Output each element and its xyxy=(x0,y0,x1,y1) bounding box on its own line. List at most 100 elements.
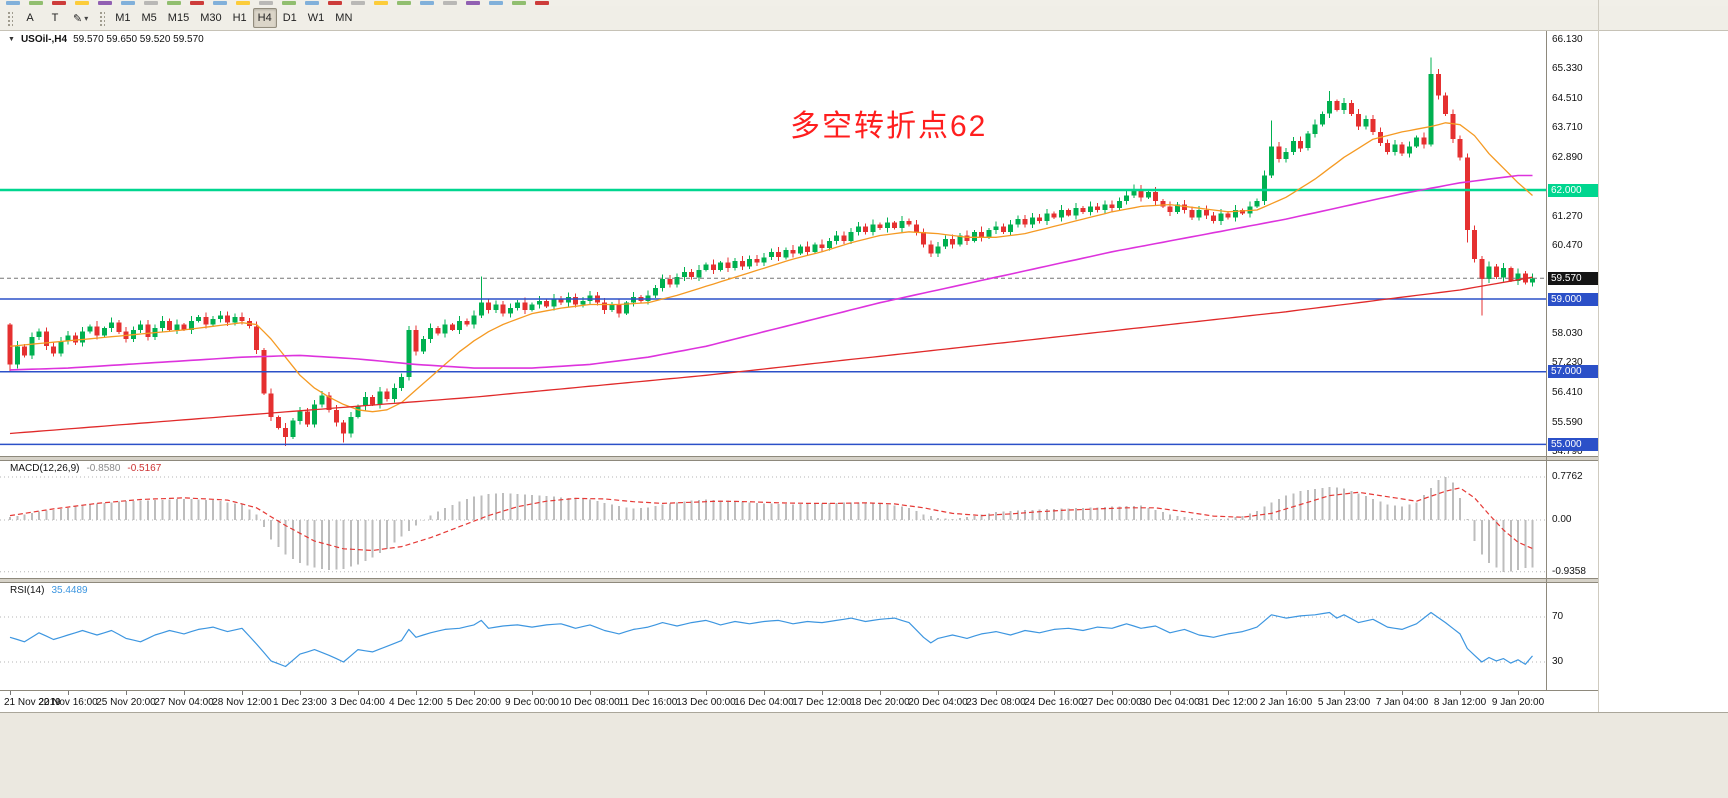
time-tick xyxy=(474,691,475,695)
price-scale-label: 65.330 xyxy=(1552,63,1583,74)
time-tick xyxy=(938,691,939,695)
window-right-border xyxy=(1598,0,1599,712)
time-tick xyxy=(590,691,591,695)
clipped-icon xyxy=(328,1,342,5)
time-scale[interactable]: 21 Nov 2019 22 Nov 16:00 25 Nov 20:00 27 No… xyxy=(0,690,1598,713)
time-scale-label: 21 Nov 2019 xyxy=(4,697,61,708)
time-tick xyxy=(300,691,301,695)
drawing-tool-button[interactable]: ✎ ▾ xyxy=(68,8,93,28)
macd-main-value: -0.8580 xyxy=(86,463,121,474)
panel-separator[interactable] xyxy=(0,456,1598,461)
price-scale-label: 54.790 xyxy=(1552,446,1583,457)
time-scale-label: 18 Dec 20:00 xyxy=(850,697,910,708)
toolbar-drag-handle[interactable] xyxy=(98,10,106,26)
clipped-icon xyxy=(305,1,319,5)
timeframe-button-d1[interactable]: D1 xyxy=(282,12,297,24)
clipped-icon xyxy=(512,1,526,5)
main-chart-panel[interactable]: ▼ USOil-,H4 59.570 59.650 59.520 59.570 … xyxy=(0,31,1546,456)
price-scale[interactable]: 66.130 65.330 64.510 63.710 62.890 61.270 60.4… xyxy=(1546,31,1607,690)
text-tool-button[interactable]: T xyxy=(43,8,67,28)
rsi-scale-label: 70 xyxy=(1552,611,1564,622)
time-tick xyxy=(822,691,823,695)
chart-expand-icon[interactable]: ▼ xyxy=(8,36,15,43)
price-scale-label: 66.130 xyxy=(1552,34,1583,45)
time-scale-label: 4 Dec 12:00 xyxy=(389,697,443,708)
price-level-badge: 57.000 xyxy=(1548,365,1599,378)
time-scale-label: 3 Dec 04:00 xyxy=(331,697,385,708)
time-tick xyxy=(126,691,127,695)
clipped-icon xyxy=(466,1,480,5)
time-tick xyxy=(68,691,69,695)
price-scale-label: 62.890 xyxy=(1552,152,1583,163)
price-level-badge: 55.000 xyxy=(1548,438,1599,451)
clipped-icon xyxy=(489,1,503,5)
timeframe-button-m30[interactable]: M30 xyxy=(200,12,222,24)
time-scale-label: 31 Dec 12:00 xyxy=(1198,697,1258,708)
cursor-tool-button[interactable]: A xyxy=(18,8,42,28)
price-level-badge: 62.000 xyxy=(1548,184,1599,197)
timeframe-button-w1[interactable]: W1 xyxy=(307,12,325,24)
time-tick xyxy=(1112,691,1113,695)
time-scale-label: 23 Dec 08:00 xyxy=(966,697,1026,708)
macd-signal-value: -0.5167 xyxy=(127,463,162,474)
macd-scale-label: 0.7762 xyxy=(1552,471,1583,482)
time-tick xyxy=(996,691,997,695)
time-scale-label: 17 Dec 12:00 xyxy=(792,697,852,708)
chart-ohlc-values: 59.570 59.650 59.520 59.570 xyxy=(73,34,204,45)
cursor-tool-button-label: A xyxy=(26,12,34,24)
macd-canvas[interactable] xyxy=(0,461,1546,578)
time-tick xyxy=(1054,691,1055,695)
timeframe-button-h1[interactable]: H1 xyxy=(232,12,247,24)
clipped-icon xyxy=(443,1,457,5)
panel-separator[interactable] xyxy=(0,578,1598,583)
rsi-label: RSI(14) 35.4489 xyxy=(10,585,88,596)
main-chart-canvas[interactable] xyxy=(0,31,1546,456)
clipped-icon xyxy=(397,1,411,5)
time-scale-label: 20 Dec 04:00 xyxy=(908,697,968,708)
timeframe-button-m5[interactable]: M5 xyxy=(141,12,157,24)
chart-header: ▼ USOil-,H4 59.570 59.650 59.520 59.570 xyxy=(8,34,204,45)
clipped-icon xyxy=(144,1,158,5)
clipped-icon xyxy=(420,1,434,5)
price-scale-label: 56.410 xyxy=(1552,387,1583,398)
timeframe-button-m1[interactable]: M1 xyxy=(115,12,131,24)
macd-scale-label: -0.9358 xyxy=(1552,566,1586,577)
time-scale-label: 13 Dec 00:00 xyxy=(676,697,736,708)
time-scale-label: 28 Nov 12:00 xyxy=(212,697,272,708)
text-tool-button-label: T xyxy=(51,12,59,24)
time-tick xyxy=(1228,691,1229,695)
time-tick xyxy=(880,691,881,695)
time-tick xyxy=(1518,691,1519,695)
time-scale-label: 16 Dec 04:00 xyxy=(734,697,794,708)
macd-panel[interactable]: MACD(12,26,9) -0.8580 -0.5167 xyxy=(0,461,1546,578)
clipped-icon xyxy=(190,1,204,5)
chart-annotation-text: 多空转折点62 xyxy=(790,110,988,143)
time-scale-label: 9 Dec 00:00 xyxy=(505,697,559,708)
time-tick xyxy=(416,691,417,695)
toolbar-drag-handle[interactable] xyxy=(6,10,13,26)
window-bottom-area xyxy=(0,712,1728,798)
chart-symbol-label: USOil-,H4 xyxy=(20,34,68,45)
rsi-canvas[interactable] xyxy=(0,583,1546,690)
timeframe-button-m15[interactable]: M15 xyxy=(167,12,190,24)
clipped-icon xyxy=(374,1,388,5)
time-tick xyxy=(764,691,765,695)
price-scale-label: 60.470 xyxy=(1552,240,1583,251)
rsi-panel[interactable]: RSI(14) 35.4489 xyxy=(0,583,1546,690)
clipped-upper-toolbar xyxy=(0,0,1728,6)
time-scale-label: 24 Dec 16:00 xyxy=(1024,697,1084,708)
rsi-scale-label: 30 xyxy=(1552,656,1564,667)
time-tick xyxy=(532,691,533,695)
timeframe-button-mn[interactable]: MN xyxy=(335,12,353,24)
price-scale-label: 61.270 xyxy=(1552,211,1583,222)
timeframe-button-h4[interactable]: H4 xyxy=(252,8,277,28)
time-tick xyxy=(1460,691,1461,695)
price-scale-label: 63.710 xyxy=(1552,122,1583,133)
time-scale-label: 5 Dec 20:00 xyxy=(447,697,501,708)
clipped-icon xyxy=(52,1,66,5)
drawing-tool-button-label: ✎ xyxy=(73,12,83,25)
time-tick xyxy=(184,691,185,695)
time-scale-label: 8 Jan 12:00 xyxy=(1433,697,1487,708)
time-tick xyxy=(10,691,11,695)
time-scale-label: 22 Nov 16:00 xyxy=(38,697,98,708)
